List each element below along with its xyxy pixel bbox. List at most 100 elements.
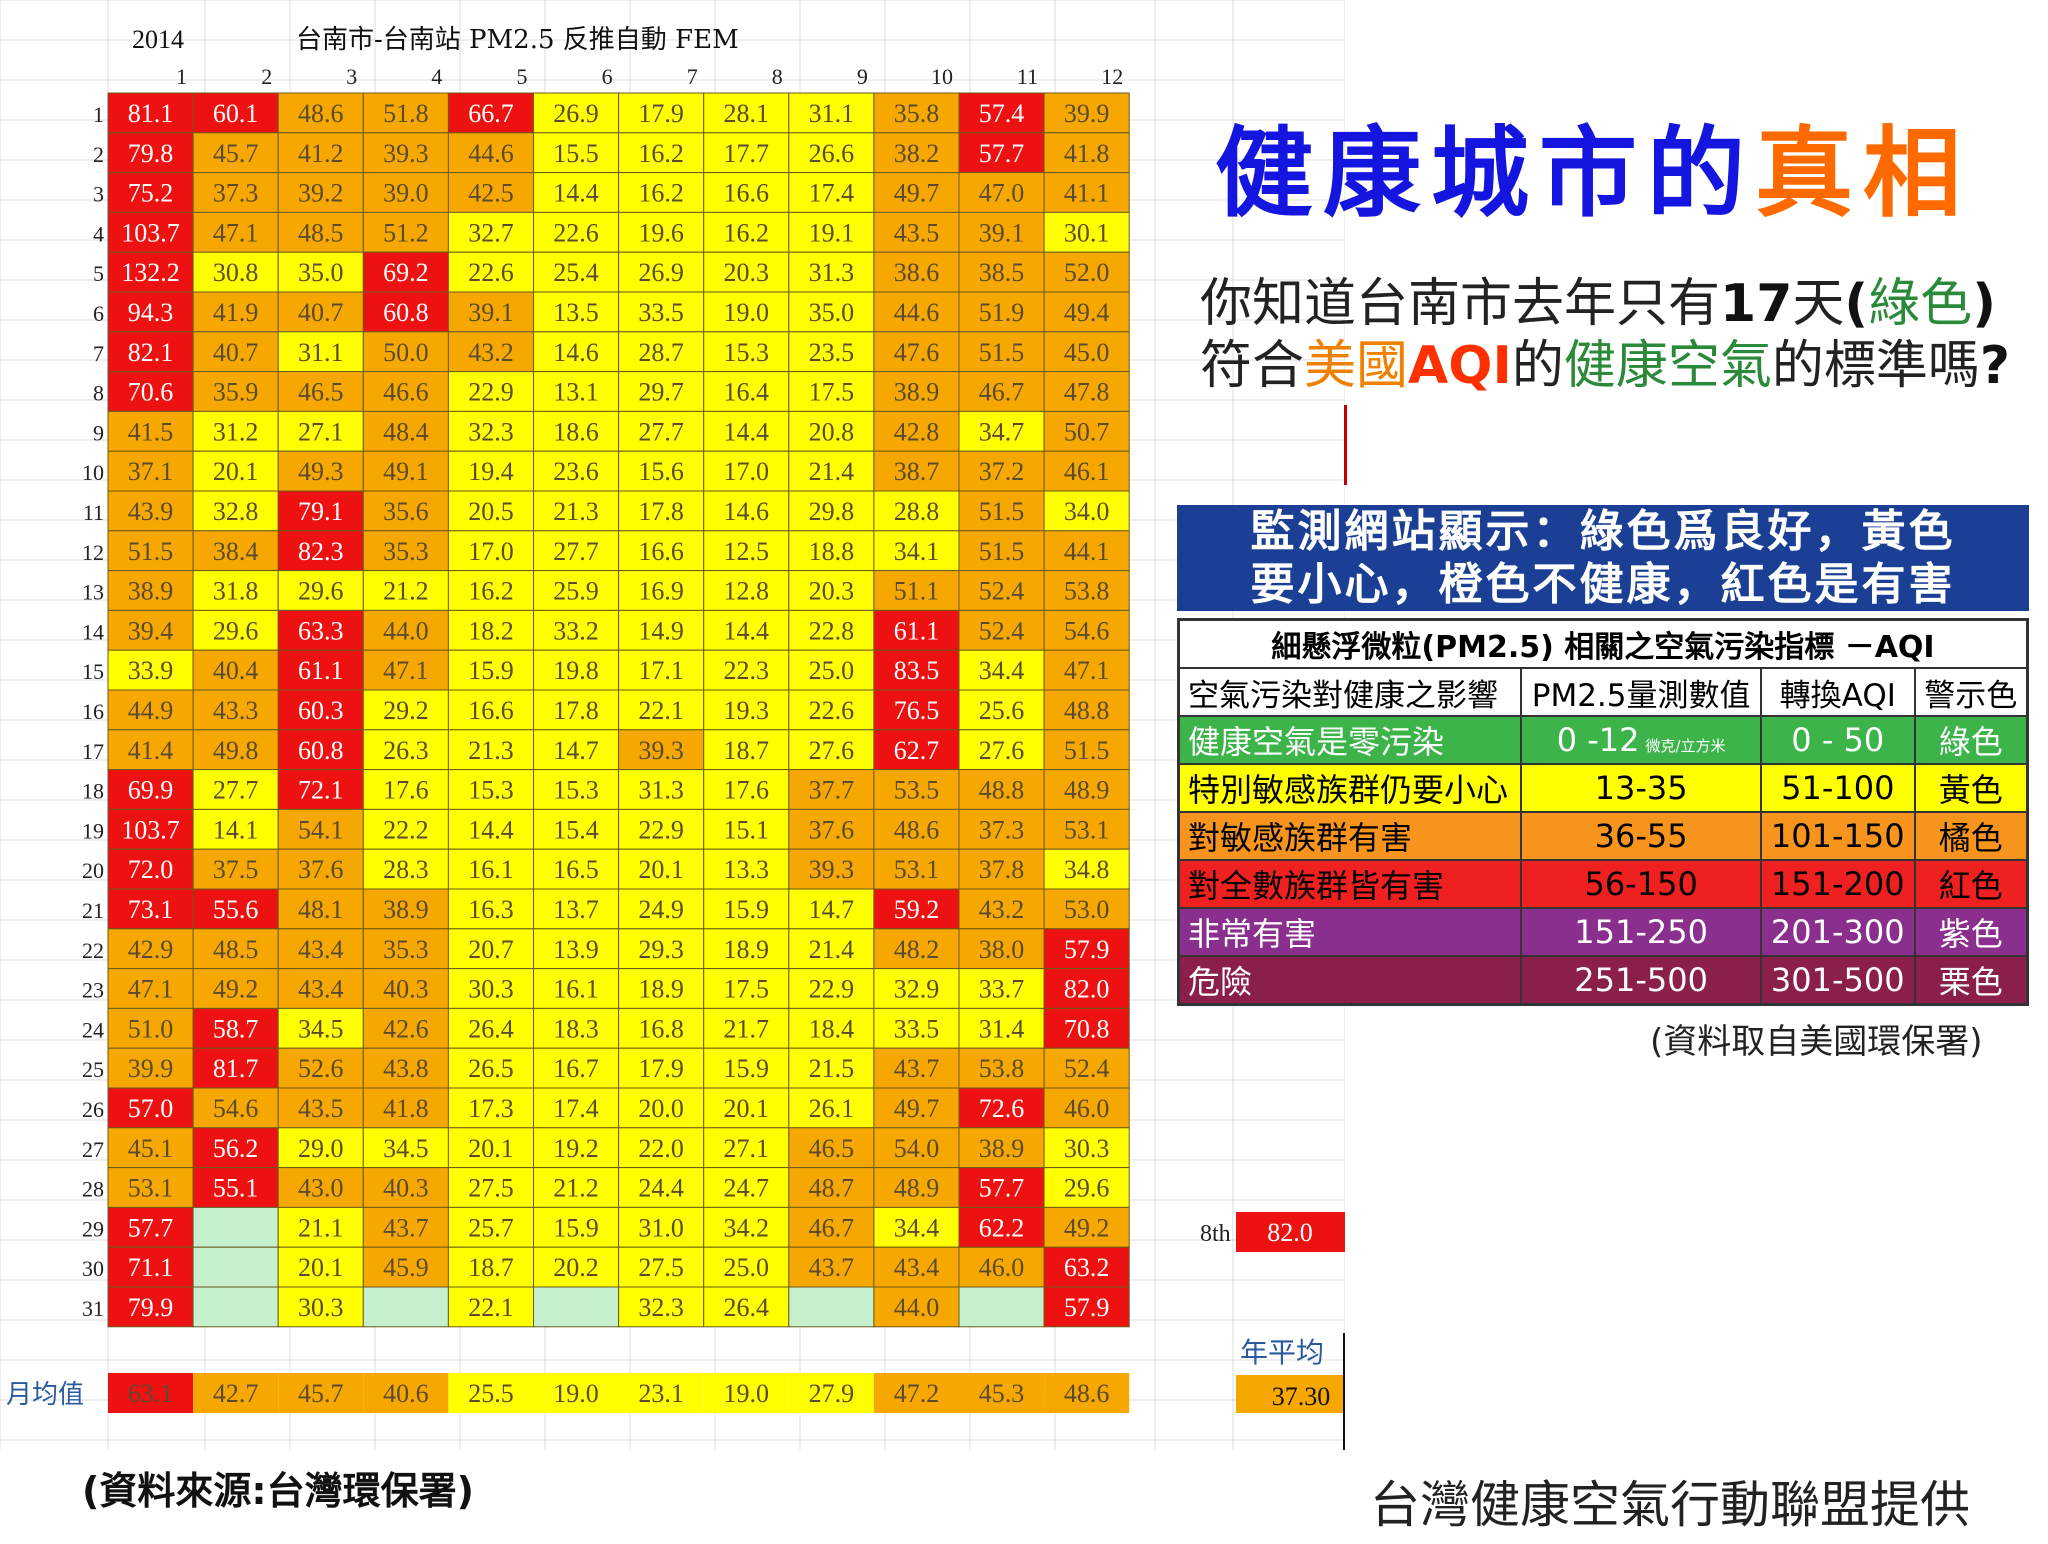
cell-value: 25.7: [468, 1213, 514, 1242]
heatmap-cell: [192, 1286, 279, 1328]
cell-value: 37.6: [298, 855, 344, 884]
cell-value: 70.8: [1064, 1014, 1110, 1043]
cell-value: 15.9: [468, 656, 514, 685]
heatmap-cell: [362, 1206, 449, 1248]
row-header: 8: [93, 381, 104, 406]
cell-value: 22.6: [468, 258, 514, 287]
heatmap-cell: [788, 1206, 875, 1248]
cell-value: 37.3: [213, 179, 259, 208]
heatmap-cell: [277, 1047, 364, 1089]
heatmap-cell: [1043, 251, 1130, 293]
cell-value: 19.1: [809, 218, 855, 247]
heatmap-cell: [1043, 570, 1130, 611]
aqi-cell-color: 栗色: [1913, 955, 2029, 1006]
row-header: 7: [93, 341, 104, 366]
cell-value: 43.2: [979, 895, 1025, 924]
cell-value: 51.8: [383, 99, 429, 128]
cell-value: 46.5: [809, 1134, 855, 1163]
heatmap-cell: [107, 928, 194, 970]
cell-value: 54.6: [1064, 616, 1110, 645]
monthly-avg-cell: [363, 1373, 449, 1413]
cell-value: 39.1: [979, 218, 1025, 247]
cell-value: 45.0: [1064, 338, 1110, 367]
monthly-avg-value: 27.9: [809, 1379, 855, 1408]
cell-value: 53.8: [979, 1054, 1025, 1083]
cell-value: 32.3: [638, 1293, 684, 1322]
cell-value: 57.7: [128, 1213, 174, 1242]
cell-value: 52.4: [979, 616, 1025, 645]
cell-value: 81.7: [213, 1054, 259, 1083]
cell-value: 51.5: [979, 537, 1025, 566]
heatmap-cell: [362, 808, 449, 850]
row-header: 9: [93, 420, 104, 445]
cell-value: 17.5: [809, 378, 855, 407]
heatmap-cell: [1043, 888, 1130, 930]
aqi-cell-pm: 151-250: [1520, 907, 1762, 957]
heatmap-cell: [192, 689, 279, 731]
cell-value: 57.7: [979, 139, 1025, 168]
cell-value: 18.9: [724, 935, 770, 964]
cell-value: 27.7: [553, 537, 599, 566]
cell-value: 132.2: [121, 258, 180, 287]
heatmap-cell: [447, 848, 534, 890]
cell-value: 49.7: [894, 1094, 940, 1123]
cell-value: 71.1: [128, 1253, 174, 1282]
heatmap-cell: [277, 609, 364, 651]
cell-value: 15.9: [553, 1213, 599, 1242]
aqi-cell-aqi: 51-100: [1759, 763, 1916, 813]
heatmap-cell: [958, 888, 1045, 930]
heatmap-cell: [277, 1167, 364, 1208]
heatmap-cell: [107, 689, 194, 731]
headline-part2: 真相: [1755, 116, 1972, 231]
cell-value: 22.9: [638, 815, 684, 844]
heatmap-cell: [873, 172, 960, 213]
row-header: 10: [82, 460, 104, 485]
heatmap-cell: [533, 570, 620, 611]
heatmap-cell: [447, 490, 534, 532]
q1-paren-close: ): [1972, 274, 1996, 334]
heatmap-cell: [107, 1047, 194, 1089]
cell-value: 69.9: [128, 776, 174, 805]
cell-value: 39.9: [1064, 99, 1110, 128]
cell-value: 38.2: [894, 139, 940, 168]
cell-value: 41.8: [383, 1094, 429, 1123]
heatmap-cell: [703, 331, 790, 373]
heatmap-cell: [107, 530, 194, 572]
heatmap-cell: [1043, 1087, 1130, 1129]
heatmap-cell: [447, 1007, 534, 1049]
row-header: 26: [82, 1097, 104, 1122]
column-header: 5: [517, 64, 528, 89]
cell-value: 40.4: [213, 656, 259, 685]
cell-value: 18.8: [809, 537, 855, 566]
cell-value: 34.1: [894, 537, 940, 566]
cell-value: 35.6: [383, 497, 429, 526]
cell-value: 43.7: [383, 1213, 429, 1242]
aqi-unit: 微克/立方米: [1645, 737, 1726, 755]
heatmap-cell: [618, 928, 705, 970]
cell-value: 49.2: [1064, 1213, 1110, 1242]
heatmap-cell: [533, 689, 620, 731]
cell-value: 57.9: [1064, 935, 1110, 964]
cell-value: 34.5: [383, 1134, 429, 1163]
cell-value: 48.9: [1064, 776, 1110, 805]
cell-value: 18.2: [468, 616, 514, 645]
cell-value: 30.8: [213, 258, 259, 287]
heatmap-cell: [107, 888, 194, 930]
cell-value: 57.7: [979, 1174, 1025, 1203]
heatmap-cell: [192, 1167, 279, 1208]
heatmap-cell: [1043, 172, 1130, 213]
cell-value: 72.1: [298, 776, 344, 805]
cell-value: 53.1: [894, 855, 940, 884]
cell-value: 15.9: [724, 1054, 770, 1083]
cell-value: 29.0: [298, 1134, 344, 1163]
cell-value: 53.0: [1064, 895, 1110, 924]
rank-value: 82.0: [1267, 1218, 1313, 1247]
cell-value: 82.0: [1064, 975, 1110, 1004]
heatmap-cell: [958, 1206, 1045, 1248]
heatmap-cell: [447, 1127, 534, 1169]
cell-value: 42.5: [468, 179, 514, 208]
cell-value: 21.5: [809, 1054, 855, 1083]
rank-label: 8th: [1200, 1221, 1231, 1247]
heatmap-cell: [107, 1246, 194, 1288]
cell-value: 16.6: [468, 696, 514, 725]
